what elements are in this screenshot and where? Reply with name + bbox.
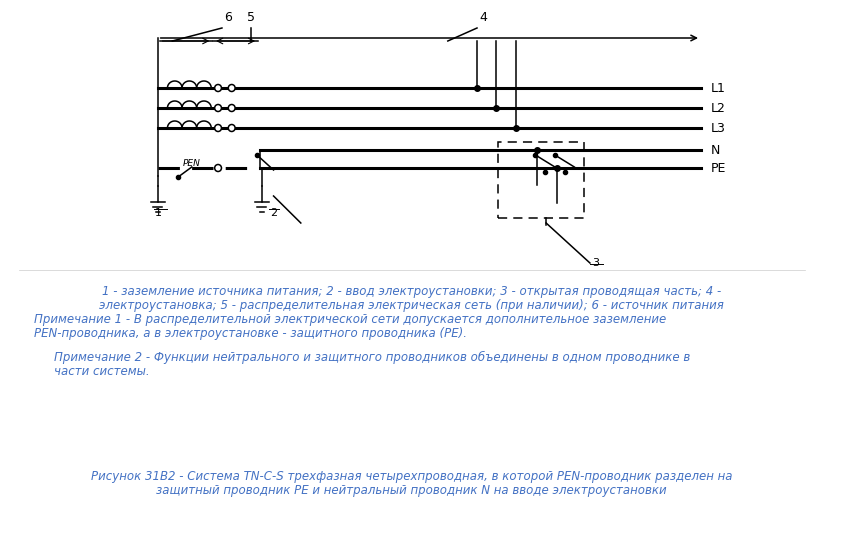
Text: электроустановка; 5 - распределительная электрическая сеть (при наличии); 6 - ис: электроустановка; 5 - распределительная … bbox=[99, 299, 724, 312]
Circle shape bbox=[214, 165, 221, 172]
Text: PEN: PEN bbox=[183, 159, 201, 168]
Text: L2: L2 bbox=[711, 101, 726, 115]
Text: PE: PE bbox=[711, 162, 726, 175]
Text: 3: 3 bbox=[592, 258, 599, 268]
Text: защитный проводник PE и нейтральный проводник N на вводе электроустановки: защитный проводник PE и нейтральный пров… bbox=[157, 484, 667, 497]
Text: 1: 1 bbox=[155, 208, 162, 218]
Text: 4: 4 bbox=[479, 11, 487, 24]
Circle shape bbox=[229, 105, 235, 111]
Circle shape bbox=[214, 125, 221, 131]
Text: 6: 6 bbox=[224, 11, 232, 24]
Text: части системы.: части системы. bbox=[53, 365, 149, 378]
Text: Примечание 2 - Функции нейтрального и защитного проводников объединены в одном п: Примечание 2 - Функции нейтрального и за… bbox=[53, 351, 689, 364]
Circle shape bbox=[229, 125, 235, 131]
Text: PEN-проводника, а в электроустановке - защитного проводника (PE).: PEN-проводника, а в электроустановке - з… bbox=[34, 327, 467, 340]
Text: 2: 2 bbox=[269, 208, 277, 218]
Circle shape bbox=[229, 85, 235, 91]
Text: Рисунок 31В2 - Система TN-C-S трехфазная четырехпроводная, в которой PEN-проводн: Рисунок 31В2 - Система TN-C-S трехфазная… bbox=[91, 470, 733, 483]
Circle shape bbox=[214, 105, 221, 111]
Circle shape bbox=[214, 85, 221, 91]
Text: 1 - заземление источника питания; 2 - ввод электроустановки; 3 - открытая провод: 1 - заземление источника питания; 2 - вв… bbox=[102, 285, 722, 298]
Text: 5: 5 bbox=[247, 11, 255, 24]
Bar bbox=[498, 142, 584, 218]
Text: Примечание 1 - В распределительной электрической сети допускается дополнительное: Примечание 1 - В распределительной элект… bbox=[34, 313, 667, 326]
Text: N: N bbox=[711, 143, 720, 156]
Text: L3: L3 bbox=[711, 121, 726, 135]
Text: L1: L1 bbox=[711, 81, 726, 95]
